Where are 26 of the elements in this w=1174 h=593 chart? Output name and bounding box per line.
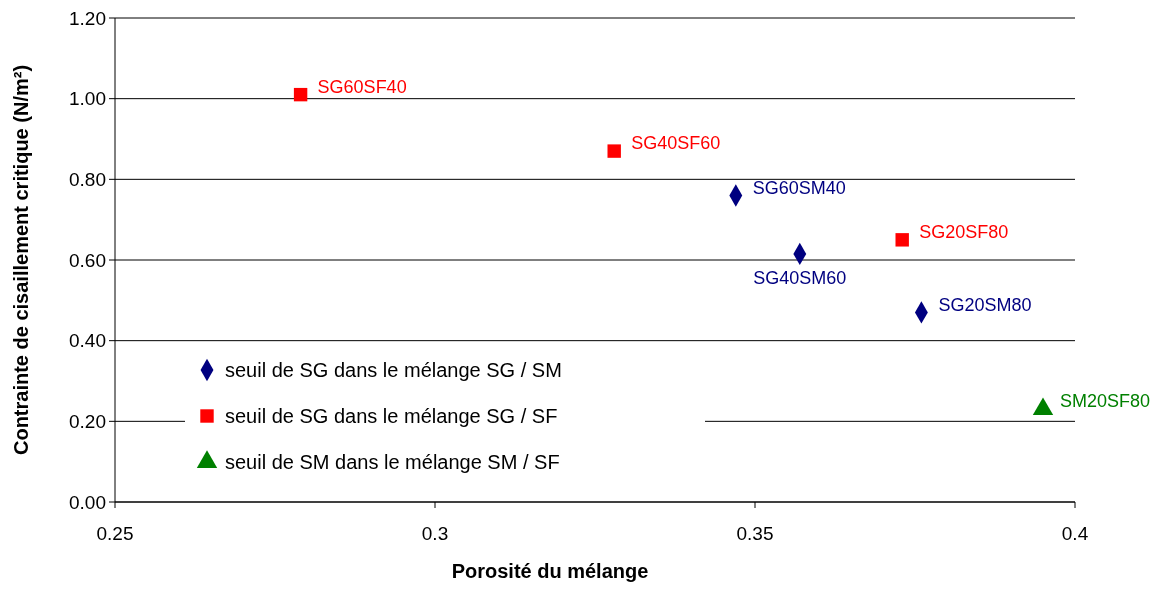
x-tick-label: 0.3 — [421, 523, 449, 544]
point — [607, 144, 621, 158]
annotation: SG60SM40 — [752, 177, 846, 198]
legend-label: seuil de SM dans le mélange SM / SF — [225, 451, 560, 473]
annotation: SM20SF80 — [1060, 391, 1151, 412]
y-tick-label: 0.00 — [69, 491, 106, 513]
point — [293, 87, 308, 102]
y-tick-label: 0.80 — [69, 168, 106, 190]
legend-label: seuil de SG dans le mélange SG / SM — [225, 359, 562, 381]
annotation: SG60SF40 — [317, 76, 407, 97]
x-axis-title: Porosité du mélange — [451, 560, 649, 582]
x-tick-label: 0.35 — [736, 523, 774, 544]
y-tick-label: 0.40 — [69, 330, 106, 352]
x-tick-label: 0.25 — [96, 523, 134, 544]
annotation: SG40SM60 — [753, 267, 847, 288]
annotation: SG40SF60 — [631, 133, 721, 154]
y-tick-label: 0.60 — [69, 249, 106, 271]
annotation: SG20SF80 — [919, 222, 1009, 243]
y-tick-label: 1.00 — [69, 88, 106, 110]
annotation: SG20SM80 — [938, 294, 1032, 315]
x-tick-label: 0.4 — [1061, 523, 1089, 544]
y-axis-title: Contrainte de cisaillement critique (N/m²) — [10, 64, 32, 456]
y-tick-label: 1.20 — [69, 7, 106, 29]
legend-label: seuil de SG dans le mélange SG / SF — [225, 405, 558, 427]
point — [895, 233, 909, 247]
y-tick-label: 0.20 — [69, 410, 106, 432]
